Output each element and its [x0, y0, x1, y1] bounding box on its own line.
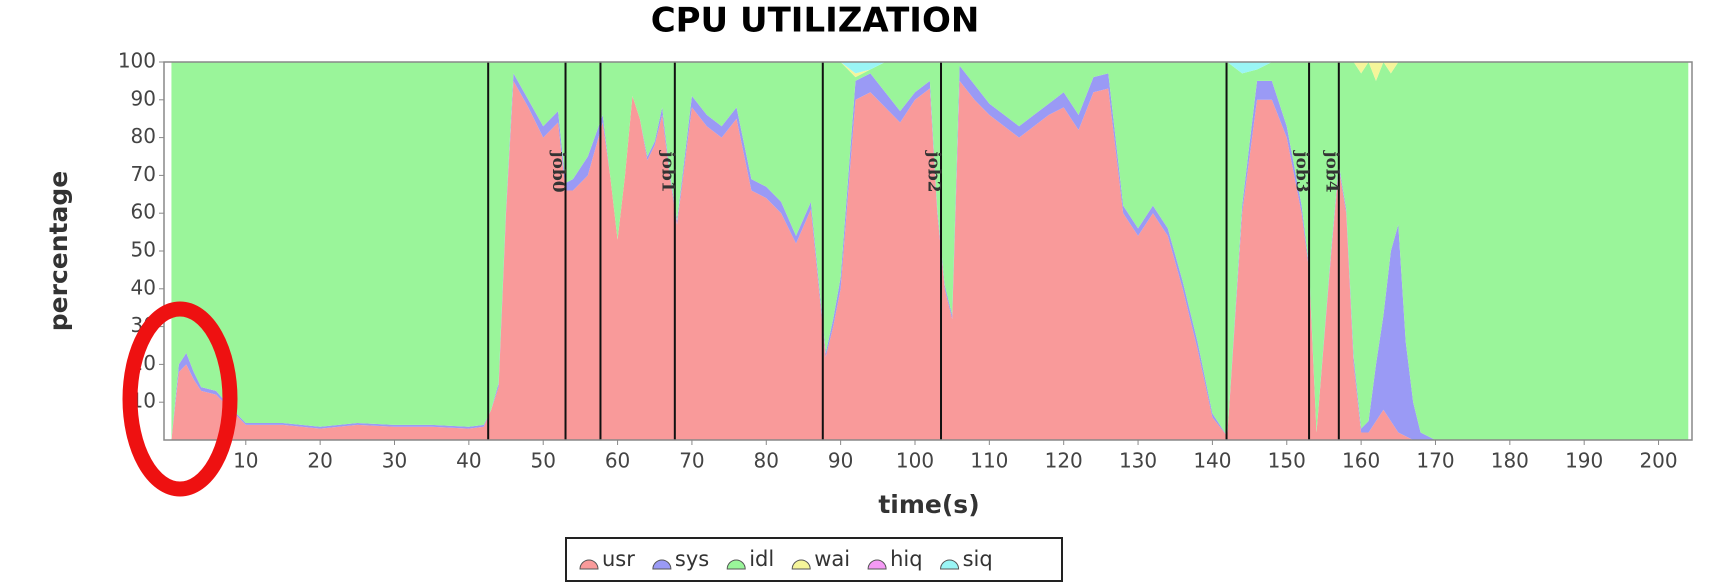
x-tick-label: 70	[679, 449, 704, 473]
x-tick-label: 150	[1268, 449, 1306, 473]
x-tick-label: 200	[1639, 449, 1677, 473]
legend-swatch	[940, 559, 960, 570]
legend-label: wai	[814, 547, 850, 571]
legend-label: siq	[963, 547, 993, 571]
x-tick-label: 160	[1342, 449, 1380, 473]
job-label: job0	[548, 149, 568, 192]
legend-swatch	[791, 559, 811, 570]
y-tick-label: 100	[118, 49, 156, 73]
x-tick-label: 110	[970, 449, 1008, 473]
x-tick-label: 80	[754, 449, 779, 473]
chart-title: CPU UTILIZATION	[651, 1, 980, 41]
y-tick-label: 50	[131, 238, 156, 262]
legend-swatch	[867, 559, 887, 570]
x-tick-label: 170	[1416, 449, 1454, 473]
legend-swatch	[652, 559, 672, 570]
x-tick-label: 50	[530, 449, 555, 473]
y-tick-label: 40	[131, 275, 156, 299]
y-tick-label: 60	[131, 200, 156, 224]
y-tick-label: 80	[131, 124, 156, 148]
plot-area: job0 job1 job2 job3 job4 10 20 30 40 50 60 70 80 90 10…	[118, 49, 1693, 473]
x-tick-label: 120	[1045, 449, 1083, 473]
x-tick-label: 130	[1119, 449, 1157, 473]
job-label: job3	[1292, 149, 1312, 192]
legend-swatch	[579, 559, 599, 570]
x-tick-label: 180	[1491, 449, 1529, 473]
legend-label: idl	[749, 547, 774, 571]
x-tick-label: 60	[605, 449, 630, 473]
legend-label: hiq	[890, 547, 922, 571]
job-label: job2	[924, 149, 944, 192]
x-tick-label: 190	[1565, 449, 1603, 473]
legend-label: sys	[675, 547, 709, 571]
x-axis-label: time(s)	[878, 490, 979, 519]
y-tick-label: 90	[131, 86, 156, 110]
y-axis-label: percentage	[44, 171, 73, 331]
x-tick-label: 10	[233, 449, 258, 473]
legend-box	[565, 537, 1063, 582]
job-label: job1	[657, 149, 677, 192]
x-tick-label: 20	[307, 449, 332, 473]
legend-swatch	[726, 559, 746, 570]
x-tick-label: 100	[896, 449, 934, 473]
x-tick-label: 30	[382, 449, 407, 473]
legend: usr sys idl wai hiq siq	[579, 547, 993, 571]
x-tick-label: 90	[828, 449, 853, 473]
y-tick-label: 70	[131, 162, 156, 186]
x-tick-label: 40	[456, 449, 481, 473]
highlight-circle	[122, 301, 238, 497]
x-tick-label: 140	[1193, 449, 1231, 473]
job-label: job4	[1321, 149, 1341, 192]
legend-label: usr	[602, 547, 635, 571]
